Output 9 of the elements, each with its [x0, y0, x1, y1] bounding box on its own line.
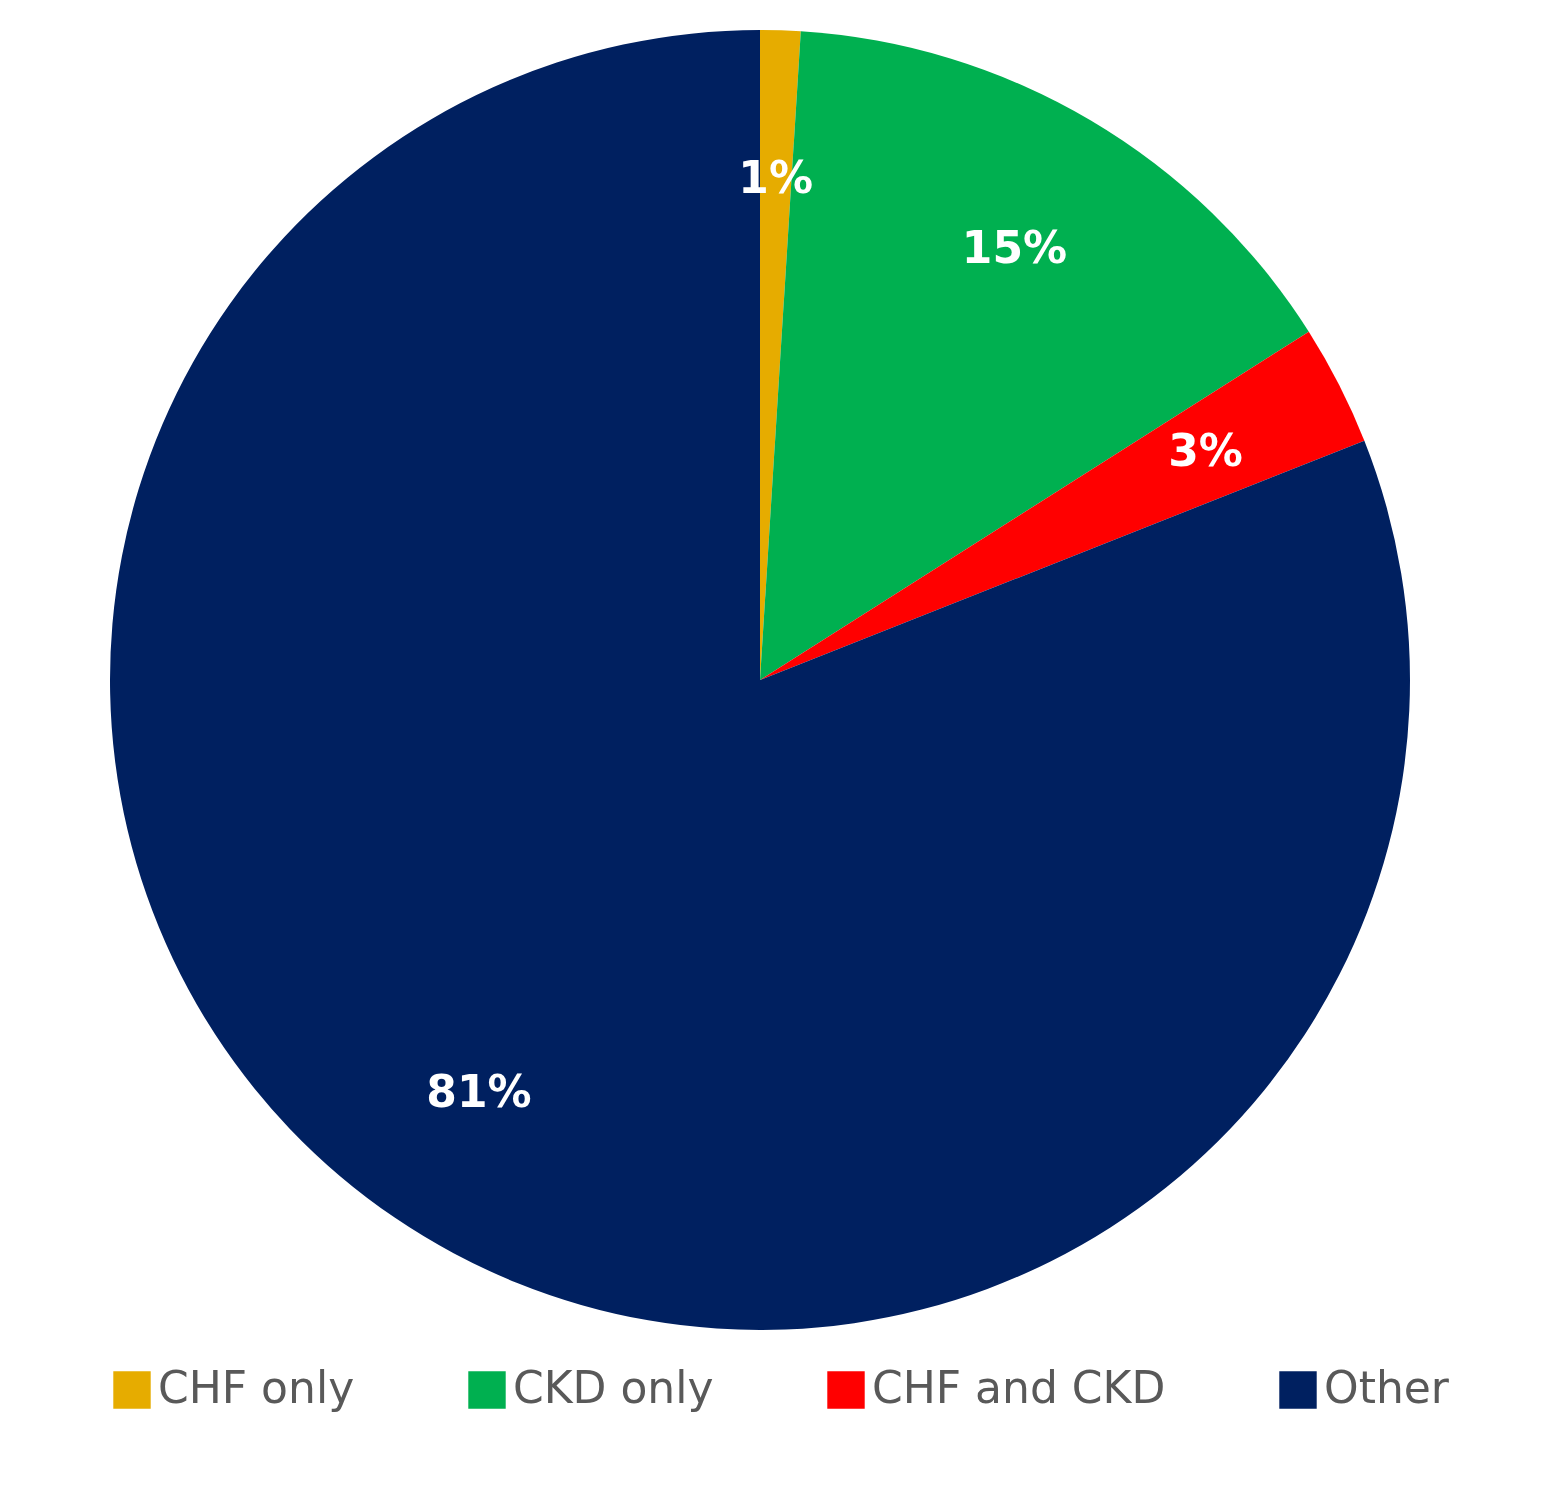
legend-label: CKD only	[513, 1362, 714, 1413]
pie-slice	[760, 331, 1365, 680]
pie-slice	[110, 30, 1410, 1330]
legend-label: CHF and CKD	[872, 1362, 1166, 1413]
data-label: 3%	[1168, 425, 1243, 476]
legend-label: CHF only	[158, 1362, 355, 1413]
data-label: 81%	[426, 1065, 532, 1117]
data-label: 15%	[961, 221, 1068, 273]
legend-label: Other	[1324, 1362, 1450, 1413]
